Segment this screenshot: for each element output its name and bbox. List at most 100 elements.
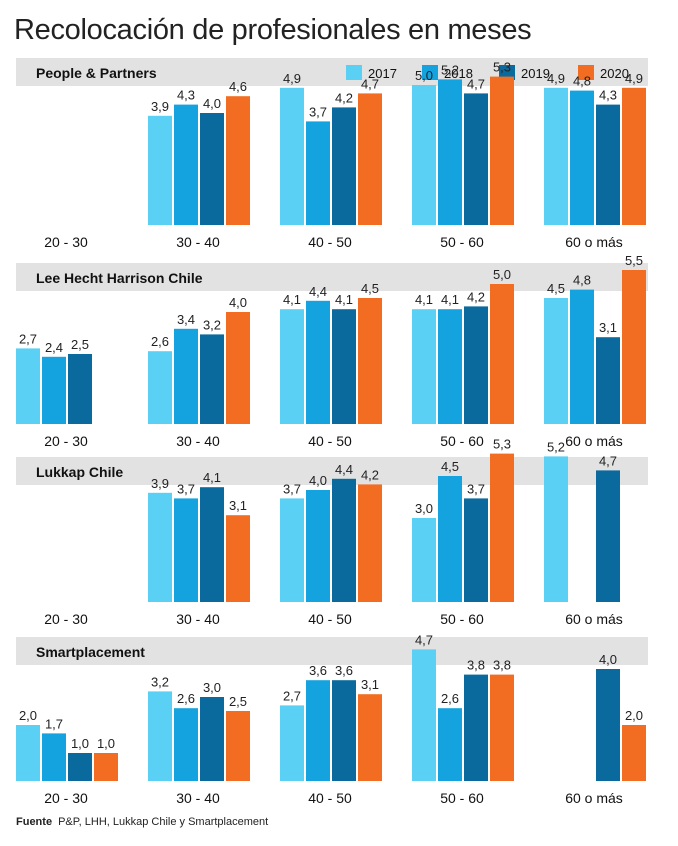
source-label: Fuente (16, 816, 53, 828)
panel-2-bar-1-2018 (42, 356, 66, 424)
panel-1-value-label-5-2019: 4,3 (599, 88, 617, 103)
panel-4-category-label-4: 50 - 60 (440, 790, 484, 806)
panel-4-bar-4-2017 (412, 649, 436, 781)
panel-2-value-label-4-2019: 4,2 (467, 289, 485, 304)
panel-2-category-label-1: 20 - 30 (44, 433, 88, 449)
panel-1-value-label-4-2020: 5,3 (493, 60, 511, 75)
panel-3-value-label-2-2020: 3,1 (229, 498, 247, 513)
panel-3-bar-5-2019 (596, 470, 620, 602)
panel-2-bar-5-2020 (622, 270, 646, 424)
panel-4-value-label-1-2018: 1,7 (45, 716, 63, 731)
panel-2-bar-4-2017 (412, 309, 436, 424)
panel-3-bar-3-2018 (306, 490, 330, 602)
panel-1-value-label-5-2018: 4,8 (573, 74, 591, 89)
panel-1-bar-2-2020 (226, 96, 250, 225)
panel-4-value-label-2-2018: 2,6 (177, 691, 195, 706)
panel-2-value-label-5-2017: 4,5 (547, 281, 565, 296)
panel-2-value-label-5-2018: 4,8 (573, 273, 591, 288)
panel-2-bar-4-2019 (464, 306, 488, 424)
panel-3-value-label-4-2020: 5,3 (493, 437, 511, 452)
panel-3-bar-4-2019 (464, 498, 488, 602)
panel-2-value-label-1-2018: 2,4 (45, 340, 63, 355)
panel-2-bar-5-2017 (544, 298, 568, 424)
panel-4-bar-1-2020 (94, 753, 118, 781)
panel-1-value-label-5-2017: 4,9 (547, 71, 565, 86)
panel-3-bar-5-2017 (544, 456, 568, 602)
panel-1-bar-4-2018 (438, 79, 462, 226)
panel-1-bar-2-2017 (148, 115, 172, 225)
panel-1-value-label-2-2019: 4,0 (203, 96, 221, 111)
panel-2-value-label-2-2018: 3,4 (177, 312, 195, 327)
panel-4-value-label-1-2019: 1,0 (71, 736, 89, 751)
panel-2-bar-5-2018 (570, 289, 594, 424)
panel-3-bar-2-2019 (200, 487, 224, 602)
panel-4-bar-4-2020 (490, 674, 514, 781)
panel-3-category-label-3: 40 - 50 (308, 611, 352, 627)
panel-4-value-label-2-2019: 3,0 (203, 680, 221, 695)
panel-4-bar-4-2019 (464, 674, 488, 781)
panel-1-bar-5-2017 (544, 87, 568, 225)
panel-1-bar-3-2019 (332, 107, 356, 225)
panel-4-value-label-1-2017: 2,0 (19, 708, 37, 723)
panel-4-bar-3-2018 (306, 680, 330, 781)
panel-2-bar-2-2020 (226, 312, 250, 424)
panel-3-value-label-2-2017: 3,9 (151, 476, 169, 491)
panel-3-value-label-4-2019: 3,7 (467, 481, 485, 496)
panel-4-bar-1-2017 (16, 725, 40, 781)
panel-1-bar-4-2020 (490, 76, 514, 225)
panel-4-bar-3-2017 (280, 705, 304, 781)
panel-3-value-label-4-2017: 3,0 (415, 501, 433, 516)
panel-3-value-label-5-2017: 5,2 (547, 439, 565, 454)
panel-2-value-label-2-2019: 3,2 (203, 317, 221, 332)
panel-2-value-label-1-2017: 2,7 (19, 331, 37, 346)
panel-1-value-label-2-2017: 3,9 (151, 99, 169, 114)
panel-4-name: Smartplacement (36, 644, 145, 660)
panel-1-value-label-3-2018: 3,7 (309, 104, 327, 119)
panel-2-bar-4-2018 (438, 309, 462, 424)
panel-3-category-label-5: 60 o más (565, 611, 623, 627)
panel-3-value-label-3-2019: 4,4 (335, 462, 353, 477)
chart-title: Recolocación de profesionales en meses (14, 14, 532, 46)
panel-2-value-label-3-2017: 4,1 (283, 292, 301, 307)
panel-4-bar-2-2020 (226, 711, 250, 781)
panel-2-value-label-5-2019: 3,1 (599, 320, 617, 335)
panel-4-value-label-5-2020: 2,0 (625, 708, 643, 723)
panel-3-value-label-2-2018: 3,7 (177, 481, 195, 496)
panel-4-value-label-4-2020: 3,8 (493, 658, 511, 673)
panel-2-bar-2-2017 (148, 351, 172, 424)
panel-4-value-label-2-2017: 3,2 (151, 674, 169, 689)
panel-1-value-label-3-2017: 4,9 (283, 71, 301, 86)
panel-1-value-label-3-2019: 4,2 (335, 90, 353, 105)
panel-3-bar-2-2018 (174, 498, 198, 602)
panel-1-category-label-5: 60 o más (565, 234, 623, 250)
panel-4-category-label-5: 60 o más (565, 790, 623, 806)
panel-2-bar-4-2020 (490, 284, 514, 424)
panel-3-bar-4-2018 (438, 476, 462, 602)
panel-3-bar-2-2017 (148, 492, 172, 602)
panel-2-value-label-4-2017: 4,1 (415, 292, 433, 307)
panel-3-bar-4-2017 (412, 518, 436, 602)
panel-4-value-label-5-2019: 4,0 (599, 652, 617, 667)
panel-3-bar-2-2020 (226, 515, 250, 602)
panel-1-value-label-3-2020: 4,7 (361, 76, 379, 91)
panel-4-value-label-4-2018: 2,6 (441, 691, 459, 706)
panel-2-value-label-3-2020: 4,5 (361, 281, 379, 296)
panel-1-bar-5-2019 (596, 104, 620, 225)
panel-3-bar-4-2020 (490, 453, 514, 602)
panel-4-value-label-3-2017: 2,7 (283, 688, 301, 703)
panel-2-value-label-3-2018: 4,4 (309, 284, 327, 299)
panel-1-value-label-4-2017: 5,0 (415, 68, 433, 83)
panel-1-bar-4-2019 (464, 93, 488, 226)
panel-2-category-label-2: 30 - 40 (176, 433, 220, 449)
panel-2-value-label-1-2019: 2,5 (71, 337, 89, 352)
panel-1-value-label-2-2020: 4,6 (229, 79, 247, 94)
panel-1-value-label-4-2018: 5,2 (441, 62, 459, 77)
source-text: P&P, LHH, Lukkap Chile y Smartplacement (58, 816, 269, 828)
legend-label-2019: 2019 (521, 66, 550, 81)
panel-2-value-label-4-2020: 5,0 (493, 267, 511, 282)
legend-label-2020: 2020 (600, 66, 629, 81)
panel-4-bar-1-2018 (42, 733, 66, 781)
legend-swatch-2019 (499, 65, 515, 80)
panel-4-category-label-2: 30 - 40 (176, 790, 220, 806)
